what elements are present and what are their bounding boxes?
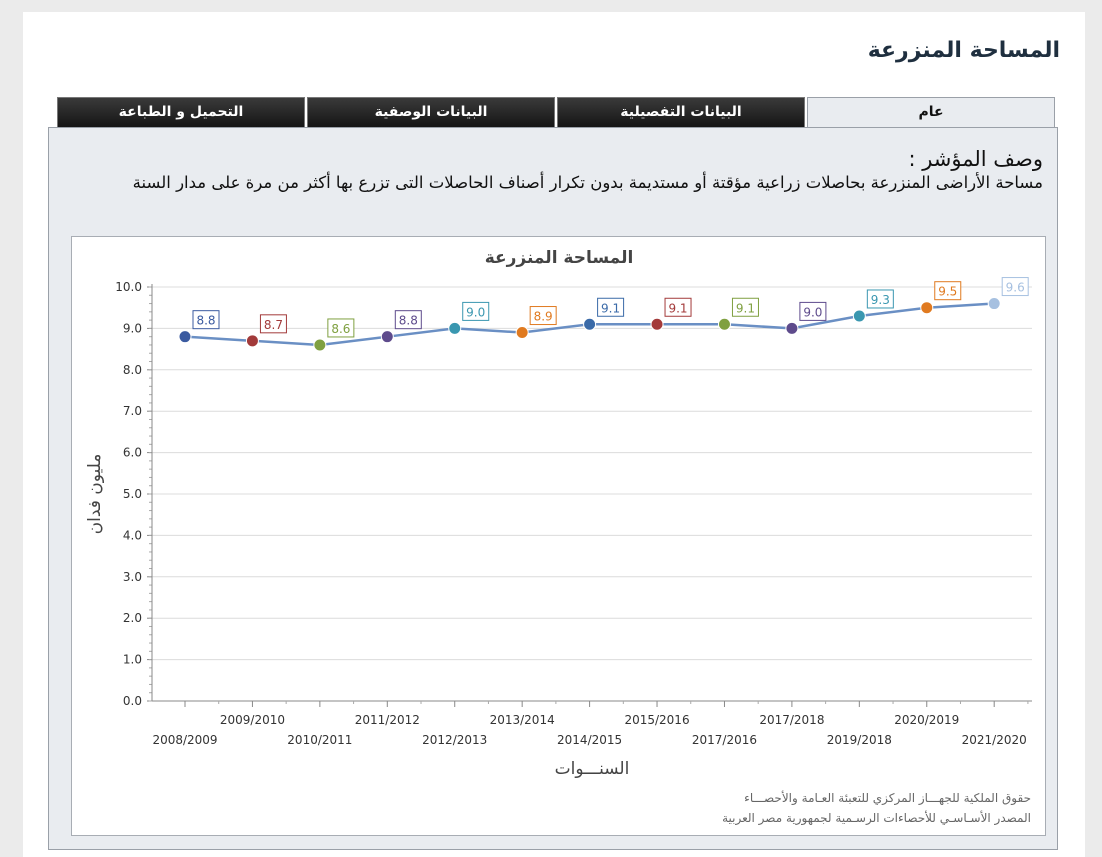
x-tick-label: 2021/2020 (962, 733, 1027, 747)
data-label-box (462, 301, 490, 321)
data-label-box (259, 314, 287, 334)
x-tick-label: 2009/2010 (220, 713, 285, 727)
data-label-box (731, 297, 759, 317)
data-label-box (934, 281, 962, 301)
page-container: المساحة المنزرعة عام البيانات التفصيلية … (23, 12, 1085, 857)
y-tick-label: 7.0 (123, 404, 142, 418)
data-point (717, 317, 731, 331)
page-title: المساحة المنزرعة (867, 38, 1060, 63)
data-label-box (1001, 277, 1029, 297)
data-point (448, 321, 462, 335)
y-tick-label: 3.0 (123, 570, 142, 584)
y-tick-label: 1.0 (123, 653, 142, 667)
data-label-box (597, 297, 625, 317)
x-tick-label: 2010/2011 (287, 733, 352, 747)
x-tick-label: 2011/2012 (355, 713, 420, 727)
x-tick-label: 2014/2015 (557, 733, 622, 747)
data-label-box (394, 310, 422, 330)
data-point (313, 338, 327, 352)
tab-panel: وصف المؤشر : مساحة الأراضى المنزرعة بحاص… (48, 127, 1058, 850)
y-axis-title: مليون فدان (85, 454, 105, 535)
tab-bar: عام البيانات التفصيلية البيانات الوصفية … (55, 97, 1055, 129)
y-tick-label: 6.0 (123, 446, 142, 460)
copyright-credit: حقوق الملكية للجهـــاز المركزي للتعبئة ا… (744, 791, 1031, 805)
y-tick-label: 0.0 (123, 694, 142, 708)
indicator-text: مساحة الأراضى المنزرعة بحاصلات زراعية مؤ… (132, 173, 1043, 192)
line-chart: المساحة المنزرعة 0.0 1.0 2.0 3.0 4.0 5.0 6.0 7.0… (85, 248, 1032, 779)
data-label-box (799, 301, 827, 321)
data-label: 8.9 (534, 310, 553, 324)
chart-container: المساحة المنزرعة 0.0 1.0 2.0 3.0 4.0 5.0 6.0 7.0… (71, 236, 1046, 836)
indicator-description: وصف المؤشر : مساحة الأراضى المنزرعة بحاص… (58, 146, 1043, 194)
data-label: 9.3 (871, 293, 890, 307)
y-tick-label: 5.0 (123, 487, 142, 501)
data-label: 9.1 (736, 301, 755, 315)
y-tick-label: 9.0 (123, 321, 142, 335)
x-tick-label: 2020/2019 (894, 713, 959, 727)
data-point (852, 309, 866, 323)
source-credit: المصدر الأسـاسـي للأحصاءات الرسـمية لجمه… (722, 811, 1031, 825)
x-tick-label: 2017/2018 (759, 713, 824, 727)
data-label-box (866, 289, 894, 309)
chart-title: المساحة المنزرعة (485, 248, 634, 268)
y-tick-label: 4.0 (123, 528, 142, 542)
x-tick-label: 2019/2018 (827, 733, 892, 747)
data-label: 8.7 (264, 318, 283, 332)
x-tick-label: 2013/2014 (490, 713, 555, 727)
data-label: 8.8 (196, 314, 215, 328)
data-point (380, 330, 394, 344)
y-tick-label: 10.0 (115, 280, 142, 294)
data-point (785, 321, 799, 335)
x-tick-label: 2008/2009 (152, 733, 217, 747)
x-tick-label: 2015/2016 (624, 713, 689, 727)
tab-metadata[interactable]: البيانات الوصفية (307, 97, 555, 127)
x-tick-label: 2012/2013 (422, 733, 487, 747)
data-label: 9.1 (668, 301, 687, 315)
data-label-box (327, 318, 355, 338)
data-label: 9.0 (466, 305, 485, 319)
data-label: 8.8 (399, 314, 418, 328)
data-label: 9.1 (601, 301, 620, 315)
tab-detailed-data[interactable]: البيانات التفصيلية (557, 97, 805, 127)
data-label: 9.0 (803, 305, 822, 319)
data-label: 9.6 (1006, 281, 1025, 295)
tab-general[interactable]: عام (807, 97, 1055, 129)
x-tick-label: 2017/2016 (692, 733, 757, 747)
data-point (515, 326, 529, 340)
data-label: 8.6 (331, 322, 350, 336)
data-label: 9.5 (938, 285, 957, 299)
y-tick-label: 2.0 (123, 611, 142, 625)
indicator-label: وصف المؤشر : (908, 147, 1043, 171)
data-label-box (529, 306, 557, 326)
data-point (650, 317, 664, 331)
data-label-box (664, 297, 692, 317)
data-point (920, 301, 934, 315)
data-label-box (192, 310, 220, 330)
y-tick-label: 8.0 (123, 363, 142, 377)
x-axis-title: السنـــوات (555, 759, 630, 779)
data-point (987, 297, 1001, 311)
tab-download-print[interactable]: التحميل و الطباعة (57, 97, 305, 127)
data-point (245, 334, 259, 348)
data-point (178, 330, 192, 344)
data-point (583, 317, 597, 331)
